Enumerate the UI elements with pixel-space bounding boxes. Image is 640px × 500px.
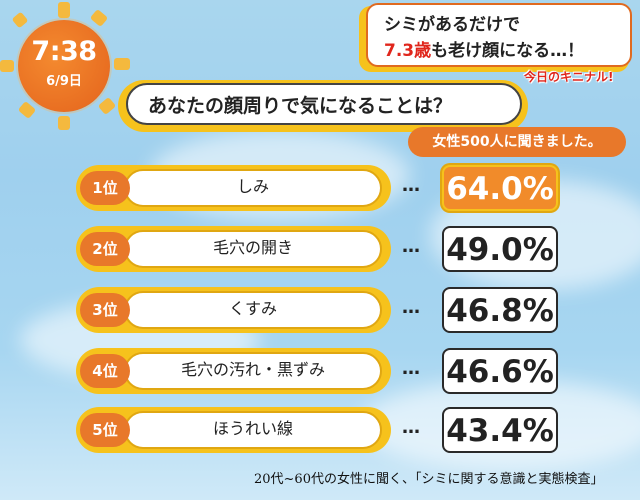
row-label: しみ [236,177,269,196]
ranking-row: ほうれい線 5位 … 43.4% [76,407,640,453]
rank-badge: 1位 [80,171,130,205]
row-label: 毛穴の汚れ・黒ずみ [180,360,325,379]
row-percent: 46.8% [442,287,558,333]
corner-tag: 今日のキニナル! [524,70,614,84]
row-label: くすみ [228,299,277,318]
row-label-box [124,352,382,390]
rank-badge: 5位 [80,413,130,447]
survey-note: 女性500人に聞きました。 [408,127,626,157]
row-label: ほうれい線 [212,419,293,438]
question-text: あなたの顔周りで気になることは？ [148,95,453,117]
headline-line2-rest: も老け顔になる…！ [431,41,585,61]
row-dots: … [402,358,421,379]
row-percent: 43.4% [442,407,558,453]
question-box [126,83,522,125]
row-dots: … [402,297,421,318]
ranking-row: しみ 1位 … 64.0% [76,165,640,211]
row-dots: … [402,236,421,257]
row-percent: 46.6% [442,348,558,394]
rank-badge: 3位 [80,293,130,327]
row-dots: … [402,417,421,438]
ranking-row: 毛穴の開き 2位 … 49.0% [76,226,640,272]
ranking-row: 毛穴の汚れ・黒ずみ 4位 … 46.6% [76,348,640,394]
headline-line1: シミがあるだけで [384,15,520,35]
row-label-box [124,169,382,207]
row-percent: 49.0% [442,226,558,272]
row-label: 毛穴の開き [212,238,293,257]
ranking-row: くすみ 3位 … 46.8% [76,287,640,333]
row-dots: … [402,175,421,196]
source-note: 20代~60代の女性に聞く、「シミに関する意識と実態検査」 [254,472,604,487]
rank-badge: 2位 [80,232,130,266]
headline-bubble [366,3,632,67]
row-percent: 64.0% [442,165,558,211]
clock-date: 6/9日 [46,74,82,89]
headline-highlight: 7.3歳 [384,41,432,61]
row-label-box [124,291,382,329]
row-label-box [124,230,382,268]
row-label-box [124,411,382,449]
headline-line2: 7.3歳も老け顔になる…！ [384,36,584,61]
clock-time: 7:38 [31,36,97,67]
rank-badge: 4位 [80,354,130,388]
